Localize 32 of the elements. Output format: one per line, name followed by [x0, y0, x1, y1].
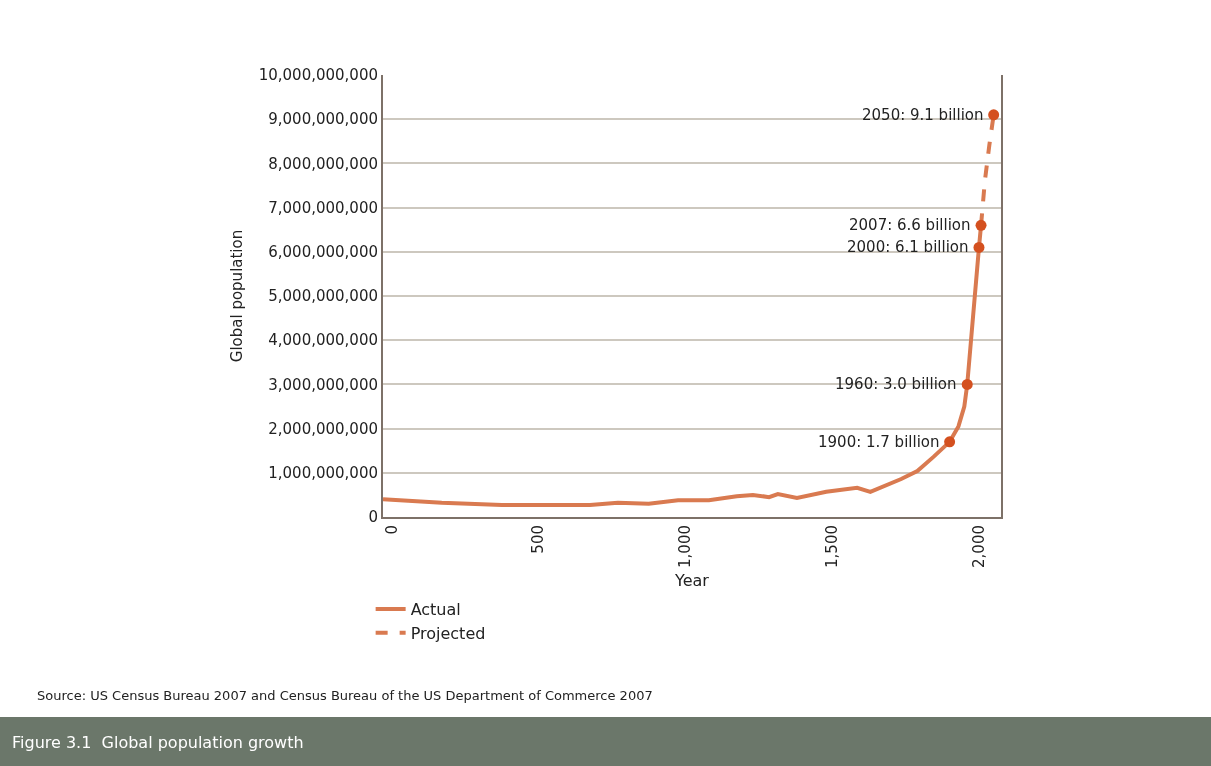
x-tick-label: 1,500: [823, 525, 842, 568]
annotation: 2050: 9.1 billion: [862, 106, 984, 124]
annotation: 2007: 6.6 billion: [849, 216, 971, 234]
source-note: Source: US Census Bureau 2007 and Census Bureau of the US Department of Commerce 2007: [37, 688, 653, 703]
y-axis-title: Global population: [228, 229, 247, 363]
point: [973, 241, 985, 253]
point: [975, 219, 987, 231]
x-axis-title: Year: [674, 571, 710, 591]
x-tick-label: 1,000: [676, 525, 695, 568]
y-tick-label: 2,000,000,000: [268, 419, 378, 438]
legend-label: Projected: [410, 624, 486, 644]
text: Figure 3.1 Global population growth: [12, 733, 304, 752]
point: [961, 378, 973, 390]
y-tick-label: 0: [368, 508, 378, 527]
point: [944, 436, 956, 448]
annotation: 1900: 1.7 billion: [818, 433, 940, 451]
y-tick-label: 7,000,000,000: [268, 198, 378, 217]
y-tick-label: 9,000,000,000: [268, 110, 378, 129]
annotation: 2000: 6.1 billion: [847, 238, 969, 256]
y-tick-label: 6,000,000,000: [268, 243, 378, 262]
y-tick-label: 10,000,000,000: [258, 66, 378, 85]
x-tick-label: 0: [382, 525, 401, 535]
x-tick-label: 500: [529, 525, 548, 554]
y-tick-label: 5,000,000,000: [268, 287, 378, 306]
legend-label: Actual: [410, 600, 461, 620]
y-tick-label: 4,000,000,000: [268, 331, 378, 350]
y-tick-label: 3,000,000,000: [268, 375, 378, 394]
point: [988, 109, 1000, 121]
y-tick-label: 8,000,000,000: [268, 154, 378, 173]
y-tick-label: 1,000,000,000: [268, 464, 378, 483]
annotation: 1960: 3.0 billion: [835, 375, 957, 393]
x-tick-label: 2,000: [969, 525, 988, 568]
